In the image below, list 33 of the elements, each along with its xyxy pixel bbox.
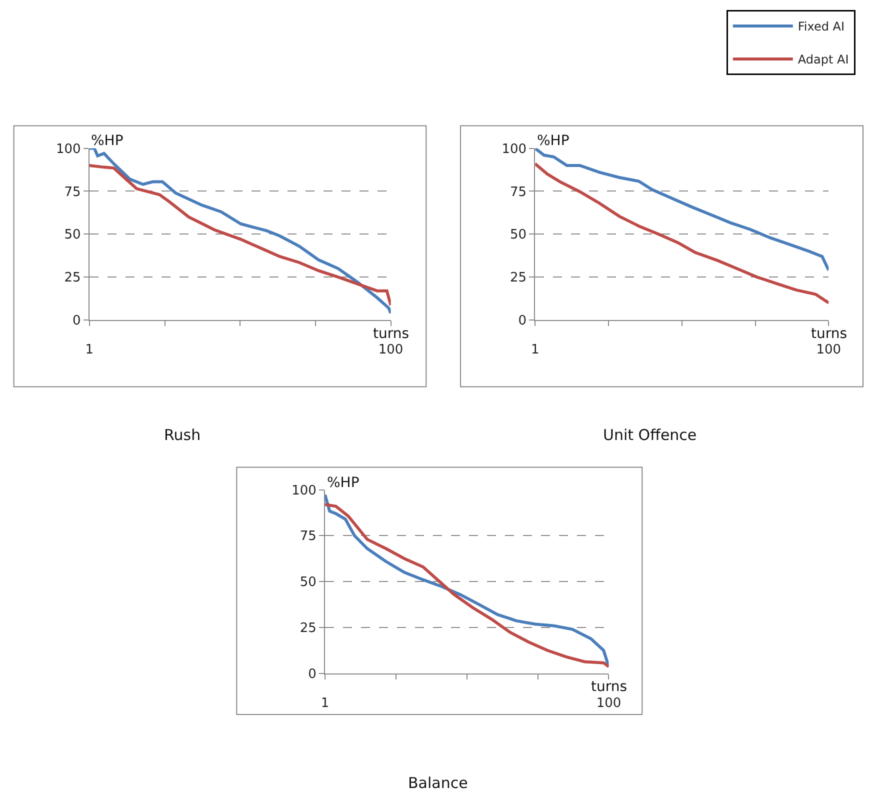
y-tick-label: 50 [510, 228, 527, 243]
y-tick-label: 25 [300, 620, 316, 636]
x-tick-label: 100 [816, 342, 842, 358]
y-tick-label: 75 [64, 184, 81, 200]
text: Balance [408, 774, 468, 792]
y-axis-title: %HP [91, 133, 124, 149]
legend-label: Adapt AI [798, 52, 849, 67]
y-tick-label: 50 [300, 575, 316, 590]
x-tick-label: 1 [85, 342, 94, 358]
text: Unit Offence [603, 426, 697, 444]
x-tick-label: 1 [320, 696, 330, 711]
line-series [535, 148, 829, 272]
legend-label: Fixed AI [798, 20, 845, 34]
y-tick-label: 100 [292, 483, 316, 498]
y-tick-label: 0 [518, 314, 527, 329]
y-tick-label: 100 [56, 142, 81, 157]
y-tick-label: 100 [502, 142, 527, 157]
x-axis-title: turns [591, 679, 628, 695]
line-series [535, 162, 829, 304]
y-tick-label: 0 [308, 666, 316, 682]
y-tick-label: 25 [510, 270, 527, 286]
x-axis-title: turns [811, 326, 848, 342]
y-tick-label: 75 [300, 529, 316, 544]
x-tick-label: 100 [378, 342, 404, 358]
y-tick-label: 50 [64, 228, 81, 243]
x-tick-label: 1 [530, 342, 540, 358]
x-axis-title: turns [373, 326, 410, 342]
text: Rush [164, 426, 201, 444]
y-tick-label: 25 [64, 270, 81, 286]
y-axis-title: %HP [327, 475, 360, 491]
y-tick-label: 0 [72, 314, 81, 329]
y-axis-title: %HP [537, 133, 570, 149]
y-tick-label: 75 [510, 184, 527, 200]
